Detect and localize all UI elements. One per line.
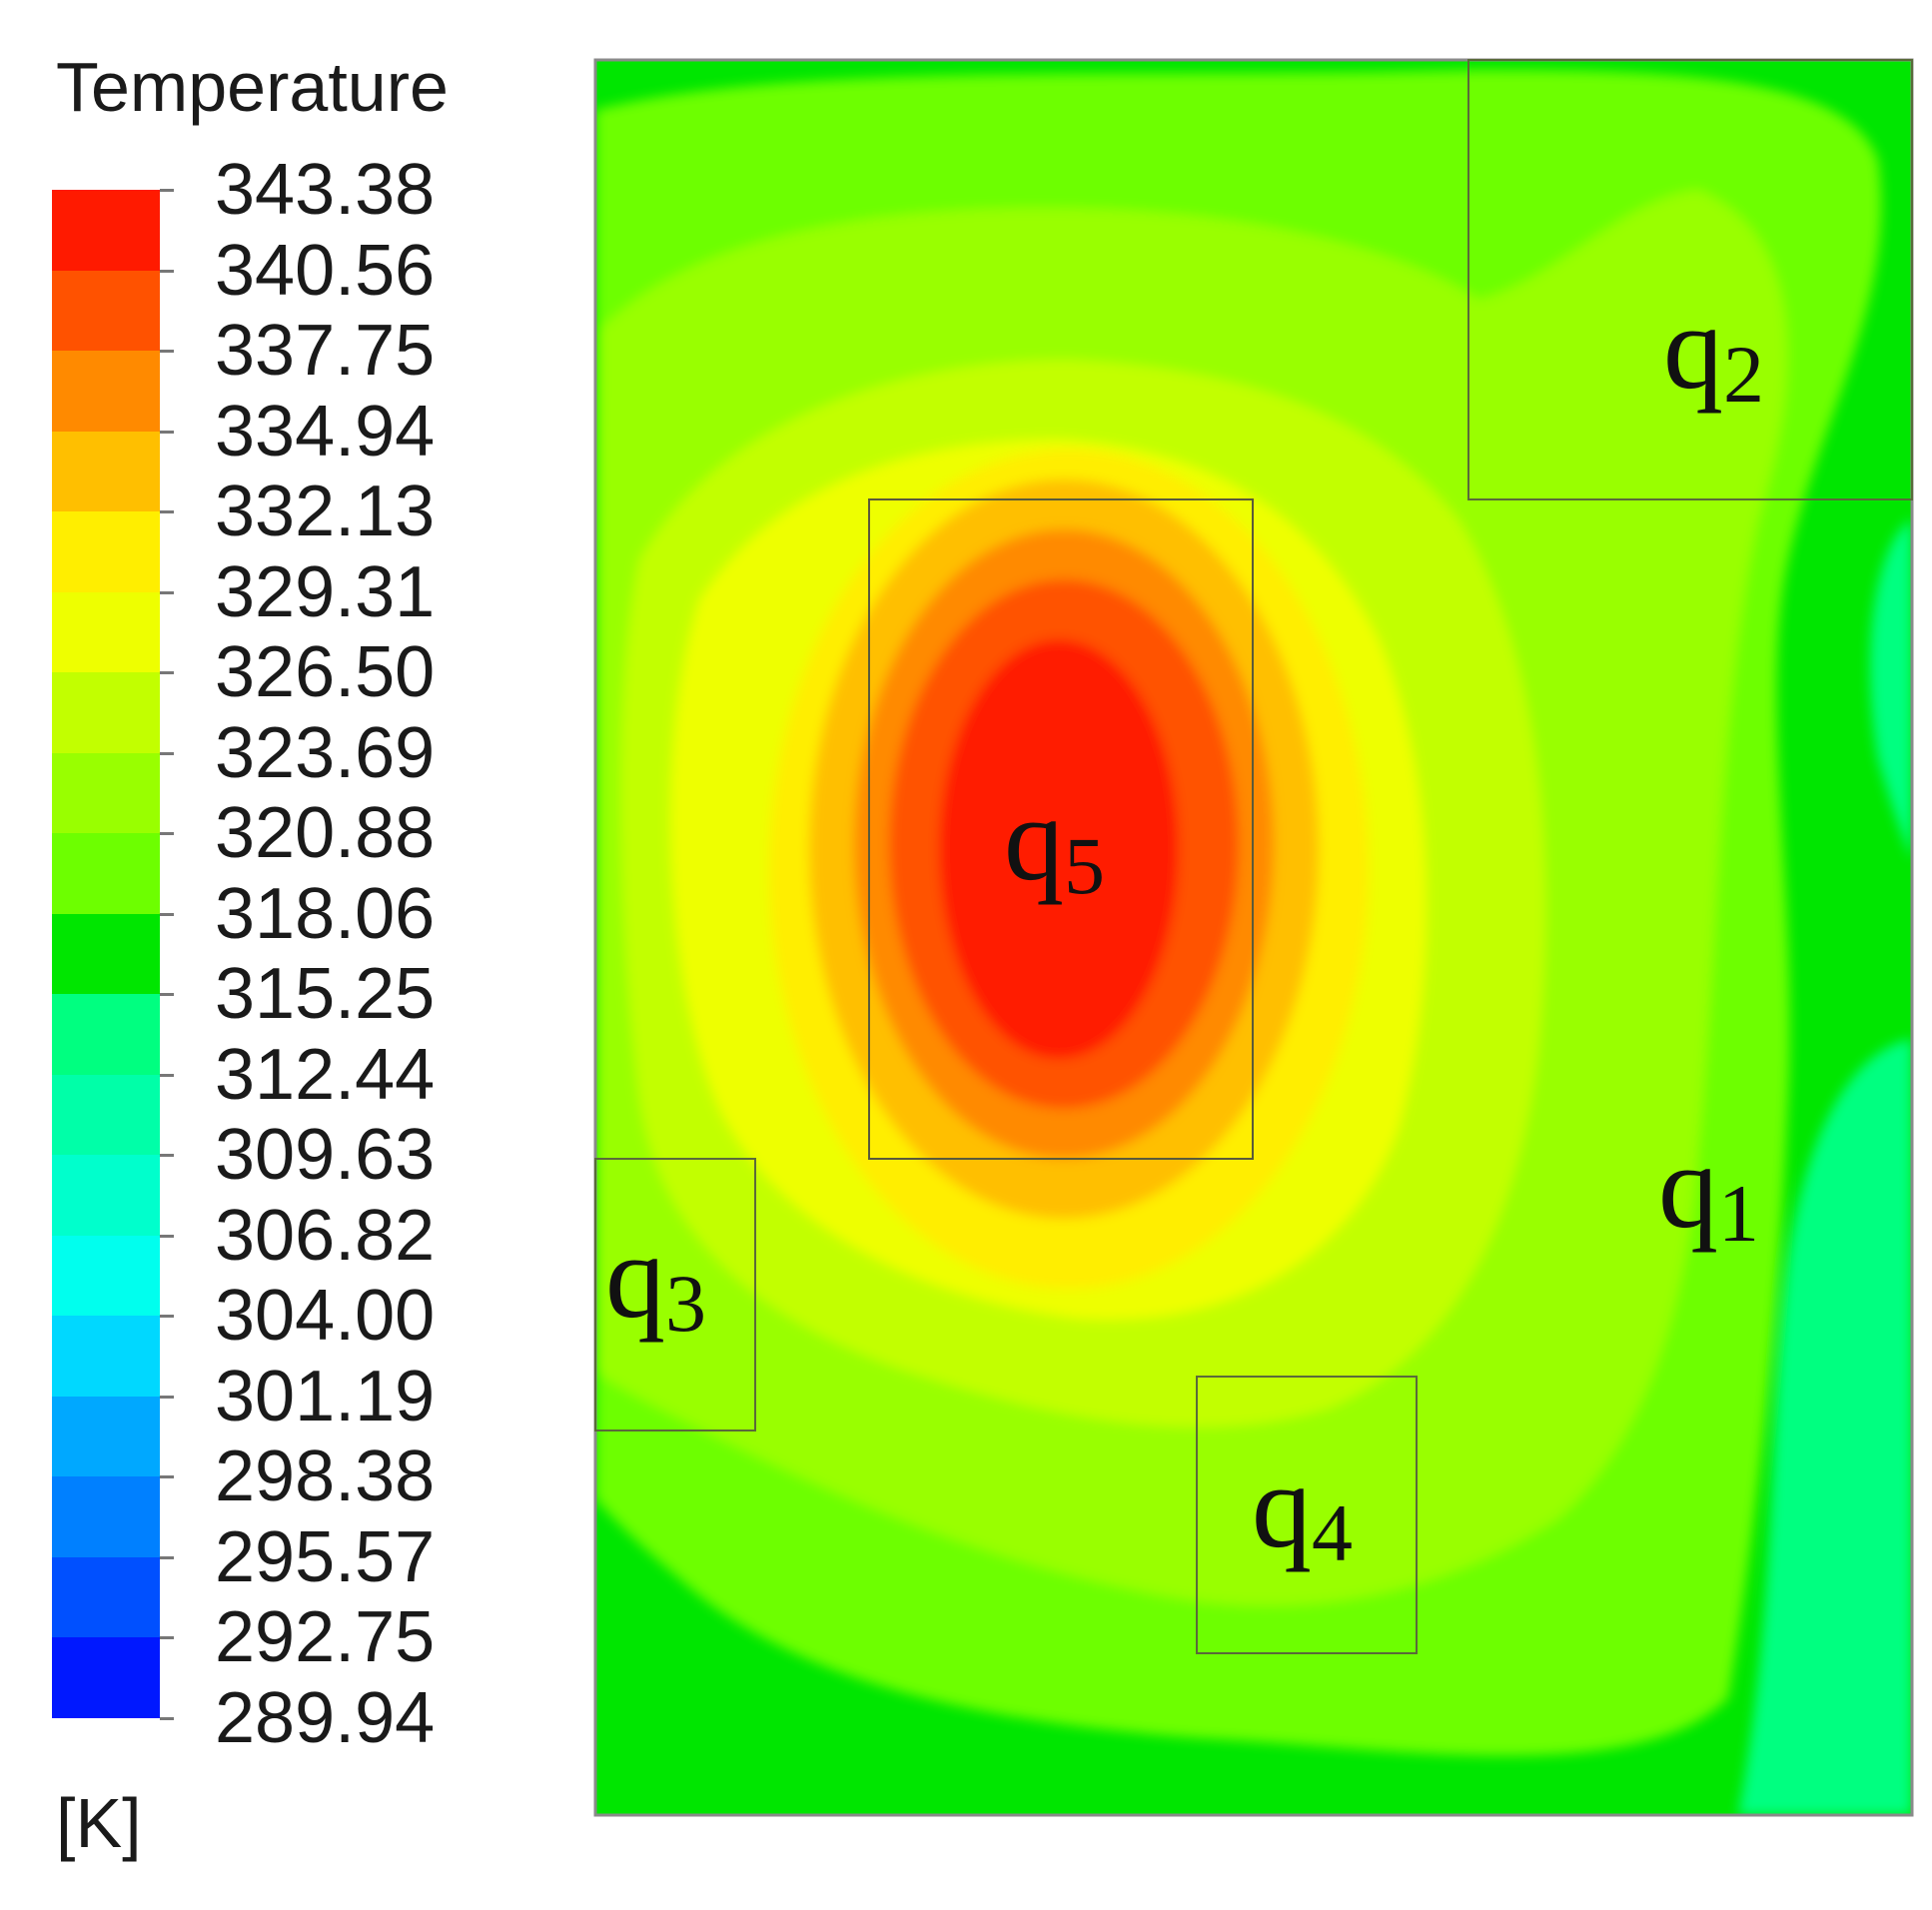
region-label-q1: q1 — [1658, 1120, 1759, 1259]
colorbar-tick — [160, 1234, 174, 1238]
colorbar-tick-label: 340.56 — [215, 230, 436, 311]
region-box-q5 — [868, 498, 1254, 1160]
colorbar-tick-label: 289.94 — [215, 1678, 436, 1758]
colorbar-tick-label: 309.63 — [215, 1115, 436, 1196]
region-label-q5: q5 — [1004, 772, 1105, 911]
colorbar-band — [52, 833, 160, 915]
contour-band-315-right — [1870, 519, 1912, 859]
region-letter-q1: q — [1658, 1120, 1718, 1253]
region-letter-q3: q — [605, 1210, 665, 1343]
colorbar — [52, 189, 174, 1720]
region-label-q4: q4 — [1252, 1439, 1353, 1578]
colorbar-tick-label: 304.00 — [215, 1276, 436, 1357]
colorbar-tick-label: 312.44 — [215, 1034, 436, 1115]
region-index-q5: 5 — [1064, 820, 1105, 911]
colorbar-tick-label: 323.69 — [215, 712, 436, 793]
colorbar-band — [52, 431, 160, 512]
colorbar-tick — [160, 1395, 174, 1399]
colorbar-tick-label: 306.82 — [215, 1195, 436, 1276]
legend-title: Temperature — [56, 48, 449, 126]
colorbar-band — [52, 752, 160, 834]
legend-unit: [K] — [56, 1784, 142, 1862]
colorbar-band — [52, 672, 160, 754]
colorbar-tick-label: 326.50 — [215, 632, 436, 713]
colorbar-tick — [160, 430, 174, 434]
colorbar-band — [52, 190, 160, 272]
colorbar-tick — [160, 912, 174, 916]
colorbar-band — [52, 1074, 160, 1156]
colorbar-tick-label: 329.31 — [215, 551, 436, 632]
colorbar-band — [52, 351, 160, 433]
colorbar-tick — [160, 1636, 174, 1640]
colorbar-tick — [160, 1717, 174, 1720]
region-index-q3: 3 — [665, 1258, 706, 1349]
colorbar-tick-label: 298.38 — [215, 1436, 436, 1517]
colorbar-tick — [160, 1315, 174, 1319]
colorbar-tick — [160, 671, 174, 675]
colorbar-band — [52, 270, 160, 352]
colorbar-band — [52, 1637, 160, 1719]
domain-border — [593, 58, 1914, 1817]
colorbar-band — [52, 913, 160, 995]
colorbar-tick-label: 318.06 — [215, 873, 436, 954]
colorbar-tick-label: 301.19 — [215, 1356, 436, 1436]
colorbar-tick-label: 337.75 — [215, 311, 436, 392]
colorbar-tick — [160, 1154, 174, 1158]
colorbar-band — [52, 994, 160, 1076]
colorbar-tick — [160, 993, 174, 997]
colorbar-tick-label: 315.25 — [215, 954, 436, 1035]
colorbar-tick — [160, 350, 174, 354]
colorbar-tick — [160, 751, 174, 755]
colorbar-band — [52, 591, 160, 673]
region-letter-q2: q — [1663, 281, 1723, 414]
colorbar-tick — [160, 1475, 174, 1479]
colorbar-band — [52, 1396, 160, 1477]
colorbar-tick — [160, 1073, 174, 1077]
region-letter-q5: q — [1004, 772, 1064, 905]
colorbar-band — [52, 1316, 160, 1398]
colorbar-tick-label: 292.75 — [215, 1597, 436, 1678]
region-box-q3 — [594, 1158, 756, 1432]
colorbar-tick — [160, 269, 174, 273]
colorbar-tick — [160, 832, 174, 836]
colorbar-tick-label: 334.94 — [215, 391, 436, 472]
colorbar-band — [52, 1155, 160, 1237]
contour-band-315-lower-right — [1738, 1039, 1912, 1815]
region-letter-q4: q — [1252, 1439, 1312, 1572]
colorbar-band — [52, 1556, 160, 1638]
colorbar-band — [52, 511, 160, 593]
colorbar-tick — [160, 1555, 174, 1559]
region-box-q2 — [1467, 59, 1913, 500]
region-index-q1: 1 — [1718, 1168, 1759, 1259]
colorbar-tick — [160, 590, 174, 594]
colorbar-tick — [160, 189, 174, 192]
colorbar-tick-label: 320.88 — [215, 793, 436, 874]
colorbar-tick-label: 343.38 — [215, 150, 436, 230]
region-label-q3: q3 — [605, 1210, 706, 1349]
region-label-q2: q2 — [1663, 281, 1764, 420]
contour-field — [595, 60, 1912, 1815]
colorbar-tick-label: 332.13 — [215, 472, 436, 552]
colorbar-band — [52, 1476, 160, 1558]
region-index-q2: 2 — [1723, 329, 1764, 420]
contour-band-343 — [939, 639, 1179, 1059]
region-box-q4 — [1196, 1376, 1418, 1654]
colorbar-tick — [160, 510, 174, 514]
colorbar-band — [52, 1235, 160, 1317]
colorbar-tick-label: 295.57 — [215, 1516, 436, 1597]
region-index-q4: 4 — [1312, 1487, 1353, 1578]
